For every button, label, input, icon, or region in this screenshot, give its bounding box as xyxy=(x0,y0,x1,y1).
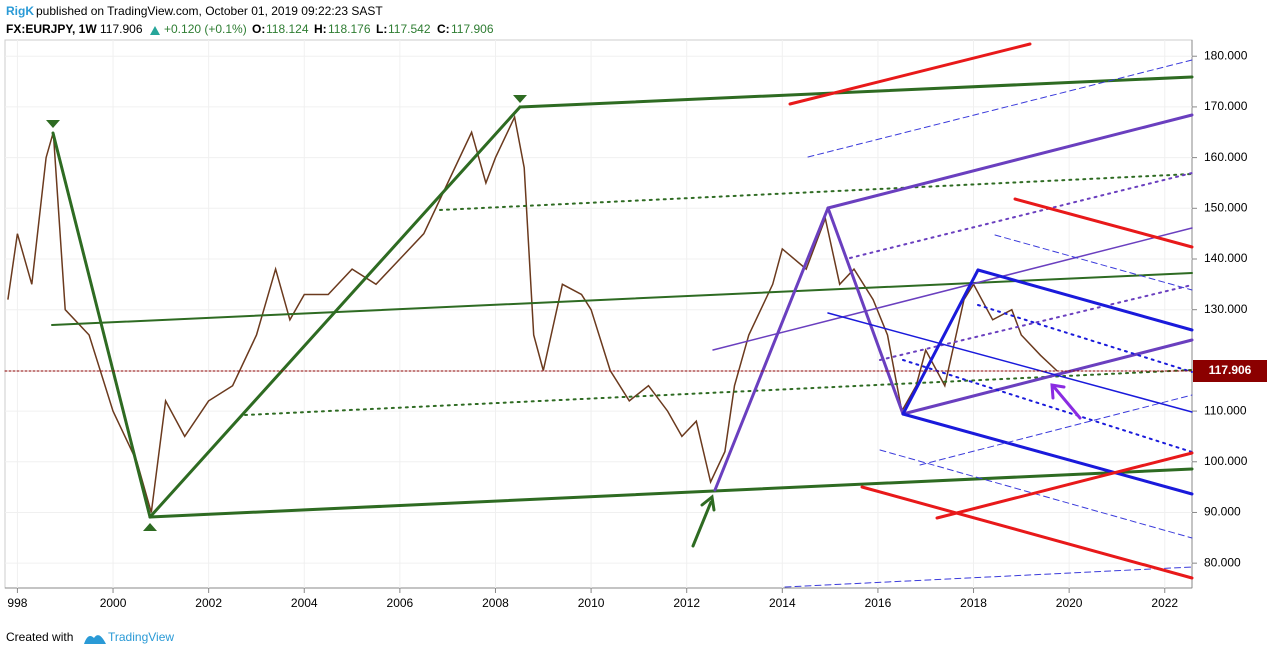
x-tick-label: 2012 xyxy=(673,596,700,610)
y-tick-label: 150.000 xyxy=(1204,200,1248,214)
o: 118.124 xyxy=(266,22,309,36)
x-tick-label: 998 xyxy=(7,596,27,610)
tv-logo xyxy=(84,635,106,644)
up-icon xyxy=(150,26,160,35)
y-tick-label: 100.000 xyxy=(1204,454,1248,468)
x-tick-label: 2000 xyxy=(100,596,127,610)
l: 117.542 xyxy=(388,22,431,36)
published: published on TradingView.com, October 01… xyxy=(36,4,383,18)
x-tick-label: 2016 xyxy=(865,596,892,610)
x-tick-label: 2010 xyxy=(578,596,605,610)
x-tick-label: 2020 xyxy=(1056,596,1083,610)
change: +0.120 (+0.1%) xyxy=(164,22,247,36)
y-tick-label: 140.000 xyxy=(1204,251,1248,265)
x-tick-label: 2002 xyxy=(195,596,222,610)
last-price-label: 117.906 xyxy=(1209,363,1252,377)
x-tick-label: 2022 xyxy=(1151,596,1178,610)
footer-created: Created with xyxy=(6,630,73,644)
c: 117.906 xyxy=(451,22,494,36)
price-line xyxy=(7,114,1058,513)
y-tick-label: 90.000 xyxy=(1204,505,1241,519)
author: RigK xyxy=(6,4,34,18)
c-label: C: xyxy=(437,22,450,36)
last-price-box xyxy=(1193,360,1267,382)
l-label: L: xyxy=(376,22,387,36)
x-tick-label: 2004 xyxy=(291,596,318,610)
symbol: FX:EURJPY, 1W xyxy=(6,22,97,36)
x-tick-label: 2014 xyxy=(769,596,796,610)
o-label: O: xyxy=(252,22,265,36)
h: 118.176 xyxy=(328,22,371,36)
drawings xyxy=(4,42,1194,588)
x-tick-label: 2006 xyxy=(387,596,414,610)
h-label: H: xyxy=(314,22,327,36)
x-tick-label: 2018 xyxy=(960,596,987,610)
footer-brand: TradingView xyxy=(108,630,174,644)
y-tick-label: 80.000 xyxy=(1204,555,1241,569)
y-tick-label: 160.000 xyxy=(1204,150,1248,164)
y-tick-label: 170.000 xyxy=(1204,99,1248,113)
x-tick-label: 2008 xyxy=(482,596,509,610)
y-tick-label: 110.000 xyxy=(1204,403,1247,417)
y-tick-label: 130.000 xyxy=(1204,302,1248,316)
y-tick-label: 180.000 xyxy=(1204,48,1248,62)
last: 117.906 xyxy=(100,22,143,36)
